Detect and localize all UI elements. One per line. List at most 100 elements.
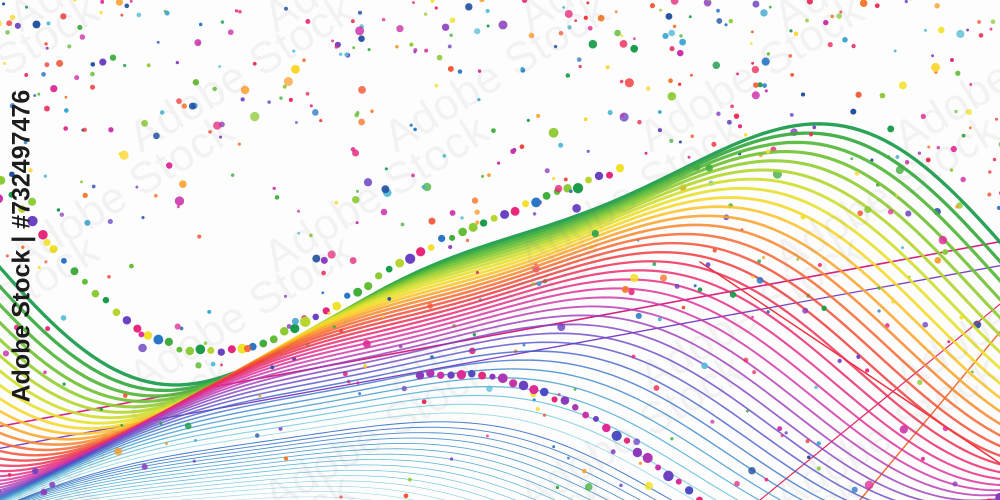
confetti-dot [79, 34, 86, 40]
confetti-dot [672, 24, 677, 29]
confetti-dot [396, 25, 404, 33]
wave-line-fine [105, 480, 472, 500]
dotted-curve-dot [611, 430, 622, 441]
confetti-dot [32, 20, 41, 29]
confetti-dot [91, 184, 96, 189]
confetti-dot [950, 145, 957, 153]
confetti-dot [423, 12, 428, 16]
confetti-dot [628, 288, 635, 296]
dotted-curve-dot [185, 346, 195, 356]
confetti-dot [240, 97, 245, 102]
confetti-dot [578, 64, 582, 69]
confetti-dot [13, 324, 20, 331]
confetti-dot [711, 141, 717, 147]
confetti-dot [780, 434, 784, 438]
confetti-dot [752, 0, 760, 8]
dotted-curve-dot [8, 191, 15, 198]
confetti-dot [807, 455, 811, 460]
confetti-dot [124, 3, 130, 9]
confetti-dot [408, 477, 412, 482]
confetti-dot [465, 238, 470, 243]
confetti-dot [677, 49, 684, 57]
confetti-dot [339, 495, 343, 499]
confetti-dot [668, 78, 673, 84]
dotted-curve-dot [995, 492, 1000, 500]
confetti-dot [842, 37, 848, 43]
confetti-dot [174, 323, 181, 330]
confetti-dot [586, 1, 590, 5]
confetti-dot [296, 209, 301, 213]
confetti-dot [272, 186, 276, 191]
dotted-curve-dot [81, 278, 88, 285]
confetti-dot [710, 419, 715, 424]
confetti-dot [312, 109, 319, 116]
confetti-dot [607, 110, 613, 116]
confetti-dot [159, 421, 163, 425]
confetti-dot [354, 112, 359, 118]
dotted-curve-dot [437, 371, 445, 379]
confetti-dot [45, 46, 49, 50]
confetti-dot [156, 40, 160, 44]
confetti-dot [905, 210, 912, 217]
confetti-dot [481, 174, 484, 178]
confetti-dot [421, 399, 427, 405]
wave-line [0, 368, 804, 500]
confetti-dot [5, 30, 10, 35]
confetti-dot [44, 62, 50, 68]
confetti-dot [254, 433, 260, 438]
confetti-dot [555, 485, 560, 490]
confetti-dot [743, 133, 748, 137]
confetti-dot [836, 13, 843, 19]
dotted-curve-dot [585, 176, 592, 184]
confetti-dot [358, 35, 365, 42]
confetti-dot [449, 457, 454, 461]
confetti-dot [471, 197, 479, 204]
confetti-dot [851, 43, 856, 49]
confetti-dot [56, 59, 64, 67]
confetti-dot [681, 305, 686, 310]
confetti-dot [619, 39, 628, 48]
confetti-dot [966, 28, 970, 32]
wave-line [0, 196, 1000, 430]
confetti-dot [21, 245, 25, 249]
confetti-dot [637, 119, 642, 125]
confetti-dot [898, 81, 907, 90]
confetti-dot [728, 18, 734, 24]
confetti-dot [788, 54, 793, 58]
confetti-dot [789, 29, 793, 33]
confetti-dot [784, 431, 788, 435]
confetti-dot [486, 24, 490, 28]
dotted-curve-dot [279, 326, 289, 336]
confetti-dot [764, 89, 768, 93]
confetti-dot [697, 287, 703, 292]
confetti-dot [573, 387, 577, 391]
confetti-dot [856, 354, 861, 359]
confetti-dot [28, 168, 33, 173]
confetti-dot [474, 209, 480, 215]
dotted-curve-dot [70, 267, 79, 276]
confetti-dot [955, 204, 960, 209]
confetti-dot [965, 108, 972, 116]
confetti-dot [942, 425, 949, 432]
confetti-dot [24, 5, 29, 9]
confetti-dot [292, 49, 296, 53]
confetti-dot [816, 466, 822, 471]
confetti-dot [669, 138, 674, 143]
confetti-dot [44, 42, 48, 46]
confetti-dot [32, 467, 39, 475]
confetti-dot [531, 282, 535, 286]
confetti-dot [793, 31, 799, 37]
confetti-dot [569, 189, 573, 194]
confetti-dot [108, 127, 114, 133]
confetti-dot [854, 171, 860, 176]
confetti-dot [934, 256, 942, 264]
confetti-dot [942, 249, 949, 255]
confetti-dot [597, 14, 605, 22]
confetti-dot [749, 42, 753, 45]
confetti-dot [752, 370, 757, 375]
confetti-dot [522, 343, 526, 347]
confetti-dot [332, 325, 336, 329]
dotted-curve-dot [195, 344, 206, 355]
confetti-dot [839, 10, 843, 14]
